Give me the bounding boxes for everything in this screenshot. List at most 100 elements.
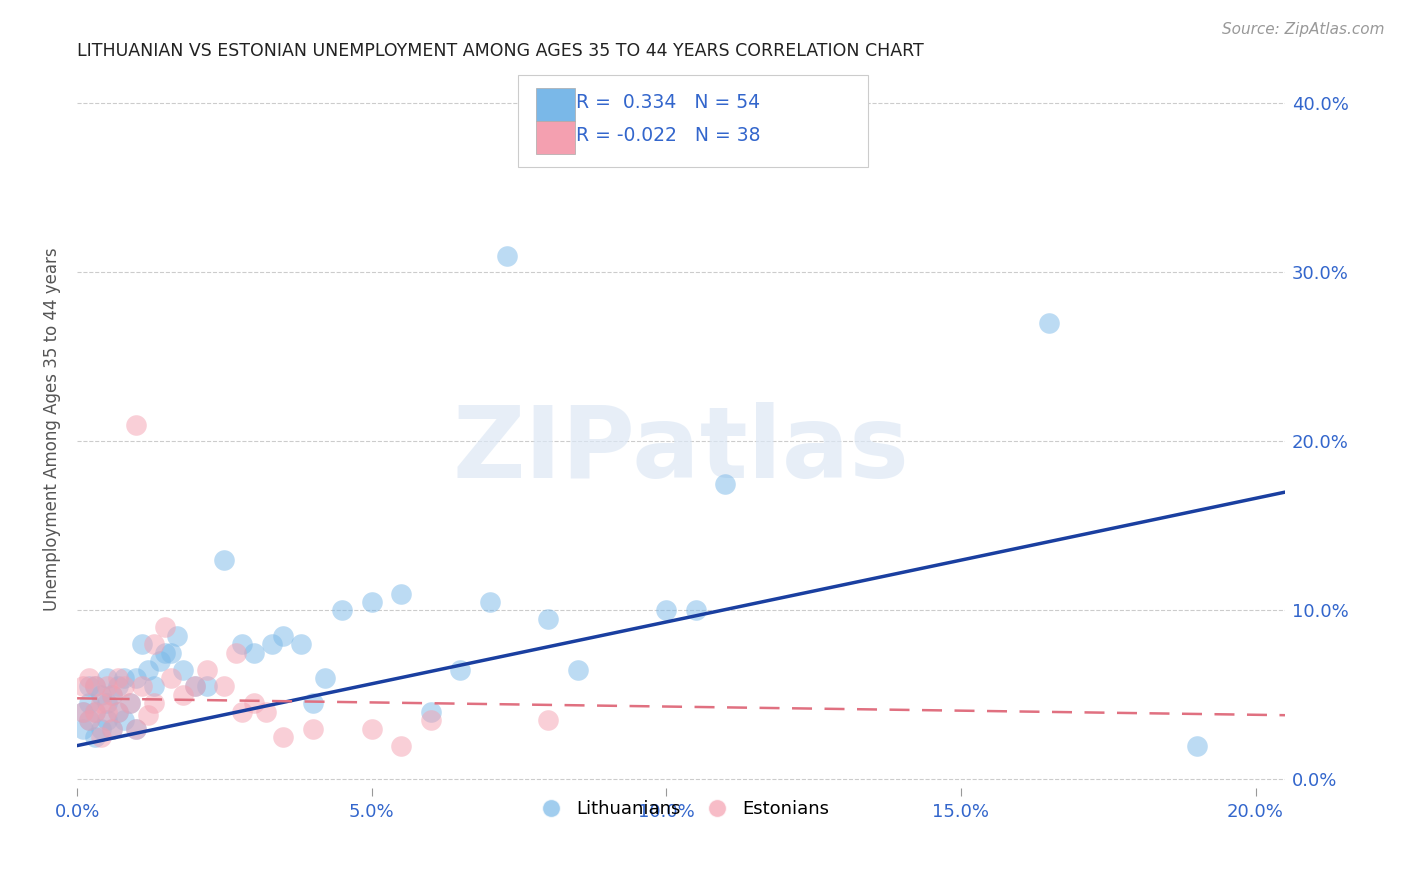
Point (214, 552, 236, 566)
FancyBboxPatch shape (517, 75, 869, 167)
Point (136, 663, 159, 677)
Text: ZIPatlas: ZIPatlas (453, 401, 910, 499)
Point (96, 713, 118, 727)
Point (90, 730, 112, 744)
Point (243, 697, 266, 711)
Point (195, 663, 218, 677)
Point (1038, 316, 1060, 330)
Point (419, 705, 441, 719)
Point (537, 713, 560, 727)
Point (155, 646, 177, 660)
Point (231, 637, 253, 651)
Point (90, 697, 112, 711)
Point (685, 603, 707, 617)
Point (72, 705, 94, 719)
Point (125, 671, 148, 685)
Point (96, 697, 118, 711)
Point (314, 671, 336, 685)
Point (125, 417, 148, 432)
Point (195, 680, 218, 694)
FancyBboxPatch shape (536, 88, 575, 120)
Point (231, 705, 253, 719)
Point (83, 730, 105, 744)
Point (101, 722, 124, 736)
Point (142, 680, 165, 694)
Point (172, 688, 194, 702)
Point (120, 697, 142, 711)
Text: R =  0.334   N = 54: R = 0.334 N = 54 (576, 94, 761, 112)
Point (496, 248, 519, 262)
Point (360, 595, 382, 609)
Point (101, 688, 124, 702)
Point (96, 705, 118, 719)
Point (478, 595, 501, 609)
Point (1185, 739, 1208, 753)
Point (419, 713, 441, 727)
Point (225, 646, 247, 660)
Point (107, 680, 129, 694)
Point (107, 671, 129, 685)
Point (142, 697, 165, 711)
Point (172, 663, 194, 677)
Point (330, 603, 353, 617)
Point (389, 739, 412, 753)
Point (260, 637, 283, 651)
Point (112, 713, 135, 727)
Point (290, 637, 312, 651)
Point (160, 646, 183, 660)
Point (107, 705, 129, 719)
Point (77, 697, 100, 711)
Point (273, 730, 295, 744)
Point (72, 722, 94, 736)
Point (107, 705, 129, 719)
Point (77, 671, 100, 685)
Point (714, 476, 737, 491)
Point (112, 680, 135, 694)
Point (655, 603, 678, 617)
Point (136, 708, 159, 723)
Point (112, 671, 135, 685)
Point (90, 688, 112, 702)
Point (101, 688, 124, 702)
Point (214, 680, 236, 694)
Point (72, 705, 94, 719)
Point (243, 646, 266, 660)
Point (125, 722, 148, 736)
Legend: Lithuanians, Estonians: Lithuanians, Estonians (526, 793, 837, 825)
Point (131, 637, 153, 651)
Text: LITHUANIAN VS ESTONIAN UNEMPLOYMENT AMONG AGES 35 TO 44 YEARS CORRELATION CHART: LITHUANIAN VS ESTONIAN UNEMPLOYMENT AMON… (77, 42, 924, 60)
Point (120, 697, 142, 711)
Point (77, 680, 100, 694)
Point (449, 663, 471, 677)
Point (166, 629, 188, 643)
Text: Source: ZipAtlas.com: Source: ZipAtlas.com (1222, 22, 1385, 37)
Point (567, 663, 589, 677)
Point (360, 722, 382, 736)
Point (149, 654, 172, 668)
Point (160, 671, 183, 685)
Point (125, 722, 148, 736)
Point (77, 713, 100, 727)
Point (77, 713, 100, 727)
Point (537, 612, 560, 626)
Point (184, 680, 207, 694)
Point (254, 705, 277, 719)
Point (96, 671, 118, 685)
Point (83, 705, 105, 719)
Point (131, 680, 153, 694)
Point (101, 722, 124, 736)
Point (96, 680, 118, 694)
Text: R = -0.022   N = 38: R = -0.022 N = 38 (576, 127, 761, 145)
Point (389, 586, 412, 600)
Point (83, 680, 105, 694)
Point (155, 620, 177, 634)
Point (83, 680, 105, 694)
FancyBboxPatch shape (536, 121, 575, 153)
Point (72, 680, 94, 694)
Y-axis label: Unemployment Among Ages 35 to 44 years: Unemployment Among Ages 35 to 44 years (44, 247, 60, 610)
Point (83, 705, 105, 719)
Point (301, 722, 323, 736)
Point (273, 629, 295, 643)
Point (90, 722, 112, 736)
Point (184, 680, 207, 694)
